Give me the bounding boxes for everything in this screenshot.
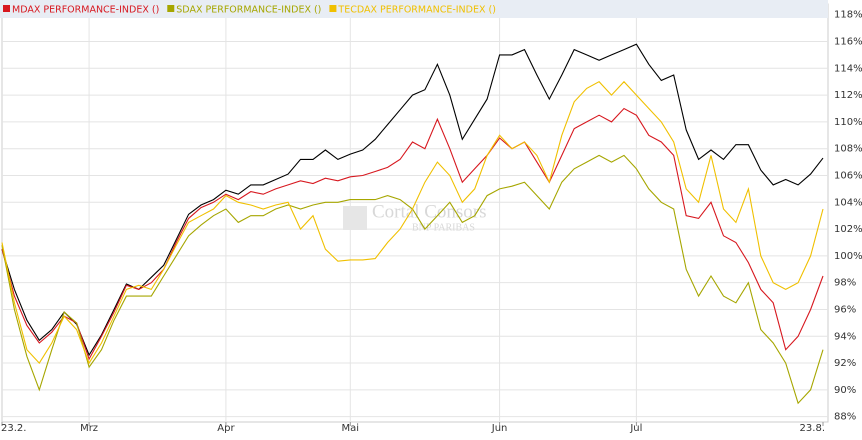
watermark-logo [343,206,367,230]
watermark-brand: Cortal Consors [372,201,487,222]
legend-swatch [167,5,175,12]
y-tick-label: 98% [834,278,856,289]
x-tick-label: Jul [629,423,642,434]
series-line [1,80,824,365]
x-tick-label: Jun [491,423,508,434]
y-tick-label: 90% [834,385,856,396]
x-tick-label: 23.8. [800,423,825,434]
y-tick-label: 110% [834,117,862,128]
y-tick-label: 114% [834,63,862,74]
watermark-sub: BNP PARIBAS [412,222,475,233]
legend-label: TECDAX PERFORMANCE-INDEX () [337,5,496,16]
y-tick-label: 102% [834,224,862,235]
legend-swatch [329,5,337,12]
y-tick-label: 108% [834,144,862,155]
series-line [1,107,824,361]
legend-label: SDAX PERFORMANCE-INDEX () [176,5,321,16]
legend-swatch [3,5,10,12]
y-tick-label: 100% [834,251,862,262]
y-tick-label: 104% [834,197,862,208]
y-tick-label: 94% [834,331,856,342]
x-tick-label: Mrz [80,423,98,434]
y-tick-label: 112% [834,90,862,101]
y-tick-label: 92% [834,358,856,369]
x-tick-label: Apr [217,423,235,434]
legend-label: MDAX PERFORMANCE-INDEX () [12,5,159,16]
x-tick-label: Mai [342,423,360,434]
y-tick-label: 96% [834,304,856,315]
y-tick-label: 106% [834,170,862,181]
y-tick-label: 88% [834,412,856,423]
legend: MDAX PERFORMANCE-INDEX () SDAX PERFORMANC… [0,0,828,18]
legend-background [0,0,828,18]
y-tick-label: 118% [834,10,862,21]
x-tick-label: 23.2. [1,423,26,434]
y-tick-label: 116% [834,37,862,48]
watermark: Cortal Consors BNP PARIBAS [343,201,487,233]
